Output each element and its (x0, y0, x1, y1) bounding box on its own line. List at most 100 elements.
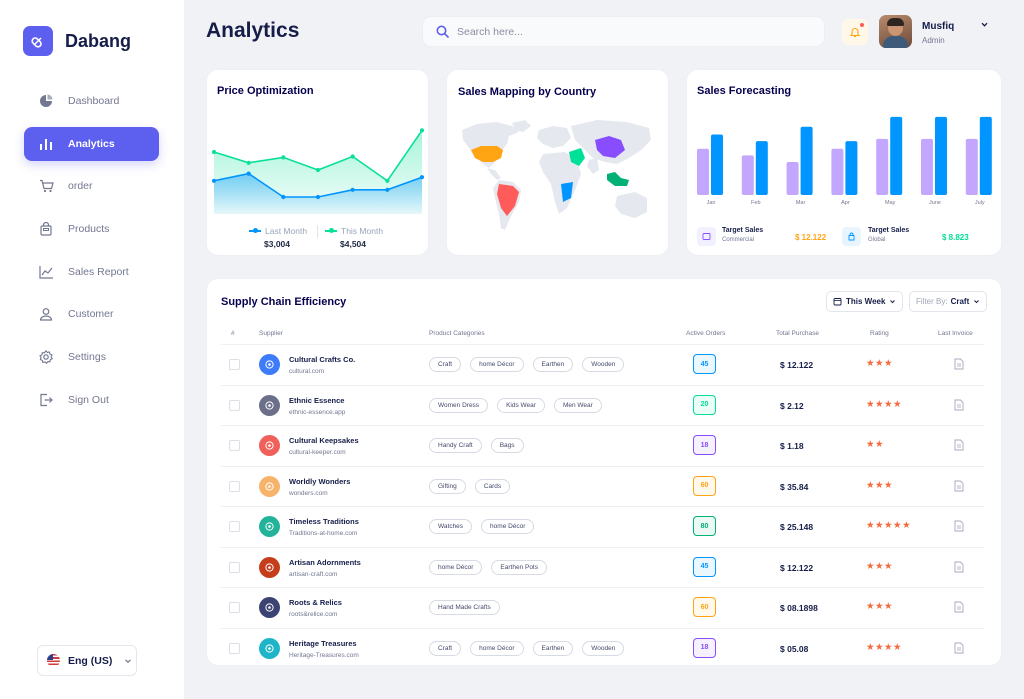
supplier-logo-icon (259, 556, 280, 578)
chevron-down-icon (125, 658, 132, 663)
category-tags: Craft home Décor Earthen Wooden (429, 640, 633, 656)
active-orders-badge: 60 (693, 597, 716, 617)
congo-region[interactable] (561, 182, 573, 202)
sidebar-item-label: order (68, 180, 93, 193)
category-tag[interactable]: Men Wear (553, 397, 602, 413)
invoice-icon[interactable] (954, 520, 964, 532)
category-tag[interactable]: Wooden (582, 640, 625, 656)
row-checkbox[interactable] (229, 359, 240, 370)
active-orders-badge: 60 (693, 475, 716, 496)
sidebar-item-dashboard[interactable]: Dashboard (24, 84, 159, 118)
sidebar-item-settings[interactable]: Settings (24, 340, 159, 374)
row-checkbox[interactable] (229, 521, 240, 532)
category-tags: Watches home Décor (429, 519, 543, 534)
price-optimization-chart (211, 128, 425, 214)
category-tag[interactable]: Earthen (532, 640, 574, 656)
supplier-name: Ethnic Essence (289, 395, 345, 405)
language-select[interactable]: Eng (US) (37, 645, 137, 676)
category-tag[interactable]: Bags (490, 438, 524, 453)
sidebar-item-order[interactable]: order (24, 169, 159, 203)
sidebar-item-sign-out[interactable]: Sign Out (24, 383, 159, 417)
row-checkbox[interactable] (229, 480, 240, 492)
table-row[interactable]: Cultural Keepsakes cultural-keeper.com Han… (221, 425, 984, 466)
category-tag[interactable]: Gifting (429, 478, 466, 494)
bar-chart-icon (38, 136, 54, 152)
saudi-region[interactable] (569, 148, 585, 166)
avatar[interactable] (879, 15, 912, 48)
filter-select[interactable]: Filter By: Craft (909, 291, 988, 312)
rating-stars: ★★★ (866, 601, 894, 612)
category-tag[interactable]: Handy Craft (429, 438, 482, 453)
invoice-icon[interactable] (954, 480, 964, 492)
china-region[interactable] (595, 136, 625, 158)
invoice-icon[interactable] (954, 601, 964, 613)
sign-out-icon (38, 392, 54, 408)
sidebar-item-analytics[interactable]: Analytics (24, 126, 159, 161)
supplier-name: Roots & Relics (289, 598, 342, 607)
rating-stars: ★★★★ (866, 641, 903, 653)
supply-chain-title: Supply Chain Efficiency (221, 296, 347, 308)
invoice-icon[interactable] (954, 439, 964, 451)
invoice-icon[interactable] (954, 399, 964, 411)
category-tag[interactable]: Craft (429, 640, 462, 656)
category-tag[interactable]: Kids Wear (497, 397, 545, 413)
notification-dot (860, 23, 864, 27)
chevron-down-icon[interactable] (980, 20, 989, 29)
supplier-name: Heritage Treasures (289, 638, 357, 648)
brand[interactable]: Dabang (23, 26, 131, 56)
row-checkbox[interactable] (229, 440, 240, 451)
price-optimization-card: Price Optimization Last Month This Month… (206, 69, 429, 256)
category-tag[interactable]: home Décor (470, 357, 524, 372)
user-role: Admin (922, 36, 945, 45)
brand-name: Dabang (65, 30, 132, 51)
category-tag[interactable]: Hand Made Crafts (429, 600, 500, 615)
search-bar[interactable] (422, 16, 825, 47)
invoice-icon[interactable] (954, 642, 964, 654)
category-tag[interactable]: Women Dress (429, 397, 489, 413)
notification-button[interactable] (842, 19, 868, 45)
category-tag[interactable]: Watches (429, 519, 473, 534)
x-tick-label: Apr (841, 200, 850, 206)
table-row[interactable]: Worldly Wonders wonders.com Gifting Cards 60… (221, 465, 984, 507)
active-orders-badge: 18 (693, 637, 716, 658)
invoice-icon[interactable] (954, 358, 964, 370)
table-row[interactable]: Artisan Adornments artisan-craft.com home … (221, 546, 984, 588)
row-checkbox[interactable] (229, 561, 240, 573)
table-row[interactable]: Heritage Treasures Heritage-Treasures.com… (221, 627, 984, 669)
x-tick-label: June (929, 200, 941, 206)
bar-apr-commercial (831, 148, 844, 195)
filter-label: Filter By: (916, 297, 948, 306)
category-tag[interactable]: Earthen Pots (491, 559, 547, 575)
category-tag[interactable]: Earthen (532, 357, 574, 372)
category-tag[interactable]: Cards (474, 478, 511, 494)
sidebar-item-label: Sales Report (68, 265, 129, 278)
sales-forecasting-chart (697, 116, 992, 195)
table-row[interactable]: Cultural Crafts Co. cultural.com Craft home… (221, 344, 984, 385)
category-tag[interactable]: home Décor (481, 519, 535, 534)
sidebar-item-customer[interactable]: Customer (24, 297, 159, 331)
table-row[interactable]: Ethnic Essence ethnic-essence.app Women Dr… (221, 384, 984, 426)
usa-region[interactable] (471, 146, 503, 162)
indonesia-region[interactable] (607, 172, 629, 186)
search-input[interactable] (457, 25, 797, 38)
sidebar-item-products[interactable]: Products (24, 212, 159, 246)
data-point (281, 155, 286, 160)
category-tag[interactable]: home Décor (470, 640, 524, 656)
row-checkbox[interactable] (229, 399, 240, 411)
table-row[interactable]: Timeless Traditions Traditions-at-home.co… (221, 506, 984, 547)
category-tag[interactable]: home Décor (429, 559, 483, 575)
sidebar-item-sales-report[interactable]: Sales Report (24, 255, 159, 289)
row-checkbox[interactable] (229, 642, 240, 654)
period-select[interactable]: This Week (826, 291, 904, 312)
active-orders-badge: 20 (693, 394, 716, 415)
category-tag[interactable]: Craft (429, 357, 462, 372)
category-tag[interactable]: Wooden (582, 357, 625, 372)
supplier-url: Traditions-at-home.com (289, 530, 358, 537)
brazil-region[interactable] (497, 184, 519, 216)
row-checkbox[interactable] (229, 602, 240, 613)
table-row[interactable]: Roots & Relics roots&relice.com Hand Made … (221, 587, 984, 628)
bar-july-global (979, 116, 992, 195)
category-tags: Handy Craft Bags (429, 438, 533, 453)
bell-icon (849, 28, 861, 38)
invoice-icon[interactable] (954, 561, 964, 573)
